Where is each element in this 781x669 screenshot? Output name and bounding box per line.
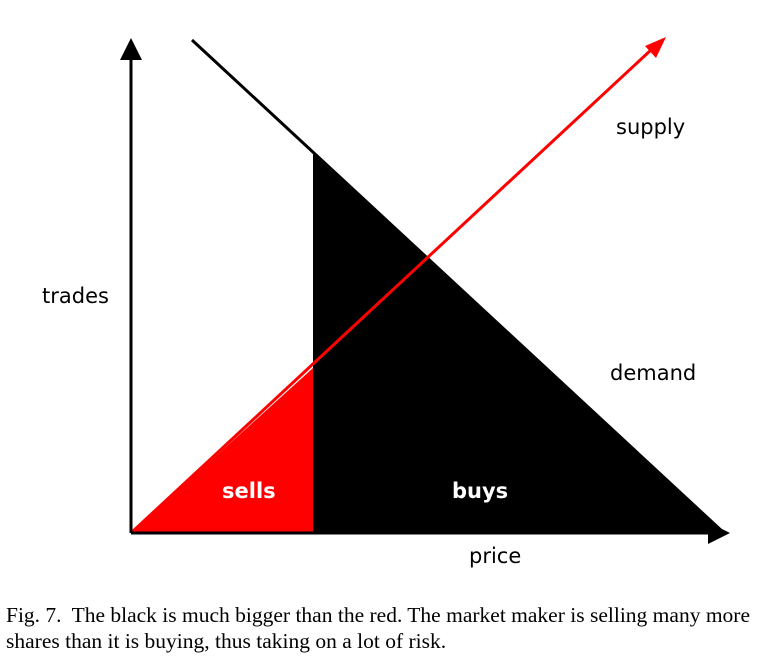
sells-label: sells: [222, 479, 276, 503]
figure-caption: Fig. 7. The black is much bigger than the…: [6, 602, 778, 654]
supply-arrowhead: [645, 37, 666, 58]
supply-line: [129, 47, 654, 535]
x-axis-label: price: [469, 544, 521, 568]
supply-label: supply: [616, 115, 685, 139]
x-axis-arrowhead: [708, 522, 730, 544]
y-axis-label: trades: [42, 284, 109, 308]
buys-label: buys: [452, 479, 508, 503]
figure-number: Fig. 7.: [6, 603, 62, 627]
supply-demand-diagram: trades price supply demand sells buys: [42, 37, 730, 568]
caption-text: The black is much bigger than the red. T…: [6, 603, 750, 653]
demand-line: [190, 38, 726, 535]
demand-label: demand: [610, 361, 696, 385]
y-axis-arrowhead: [120, 38, 142, 60]
